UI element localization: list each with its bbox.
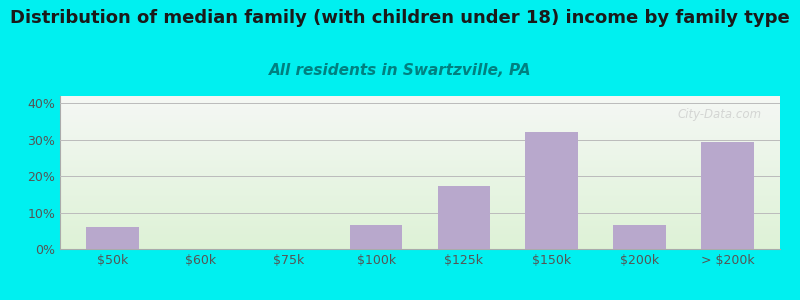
Text: City-Data.com: City-Data.com: [678, 108, 762, 121]
Bar: [350, 225, 402, 249]
Text: All residents in Swartzville, PA: All residents in Swartzville, PA: [269, 63, 531, 78]
Bar: [613, 225, 666, 249]
Bar: [438, 186, 490, 249]
Bar: [86, 227, 139, 249]
Bar: [526, 132, 578, 249]
Bar: [701, 142, 754, 249]
Text: Distribution of median family (with children under 18) income by family type: Distribution of median family (with chil…: [10, 9, 790, 27]
